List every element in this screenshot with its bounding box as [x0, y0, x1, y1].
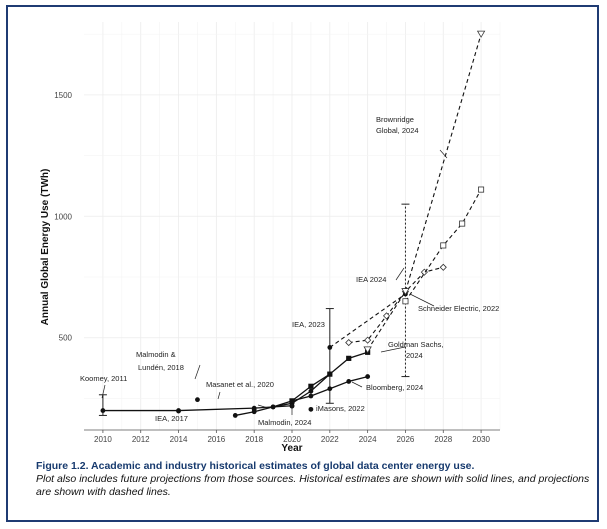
- data-point: [476, 30, 486, 38]
- x-axis-title: Year: [281, 443, 302, 454]
- data-point: [382, 312, 391, 320]
- x-tick-label: 2028: [434, 435, 452, 444]
- x-tick-label: 2018: [245, 435, 263, 444]
- series-schneider-electric-2022-projection-: [402, 186, 485, 305]
- caption-title: Figure 1.2. Academic and industry histor…: [36, 460, 475, 472]
- annotation-label: Schneider Electric, 2022: [418, 304, 499, 313]
- annotation-leader: [351, 381, 363, 388]
- series-brownridge-global-2024: [363, 30, 486, 354]
- annotation-leader: [395, 267, 405, 281]
- series-malmodin-lund-n-2018: [195, 397, 200, 403]
- annotation-leader: [409, 293, 435, 307]
- data-point: [439, 263, 447, 271]
- x-tick-label: 2026: [397, 435, 415, 444]
- data-point: [345, 339, 353, 347]
- data-point: [195, 397, 200, 403]
- x-tick-label: 2030: [472, 435, 490, 444]
- annotation-label: Malmodin, 2024: [258, 418, 311, 427]
- data-point: [365, 374, 371, 379]
- annotation-label: IEA, 2023: [292, 320, 325, 329]
- annotation-label: Koomey, 2011: [80, 374, 127, 383]
- data-point: [364, 336, 372, 344]
- annotation-leader: [380, 346, 406, 353]
- annotation-label: Malmodin &: [136, 350, 176, 359]
- annotation-leader: [439, 149, 448, 159]
- y-axis-title: Annual Global Energy Use (TWh): [40, 169, 51, 326]
- data-point: [327, 345, 333, 350]
- data-point: [327, 386, 333, 392]
- series-iea-2017: [176, 408, 181, 414]
- annotation-label: iMasons, 2022: [316, 404, 365, 413]
- data-point: [327, 371, 333, 377]
- x-tick-label: 2010: [94, 435, 112, 444]
- data-point: [100, 408, 106, 413]
- annotation-leader: [194, 364, 201, 380]
- data-point: [478, 186, 485, 193]
- series-line: [404, 189, 482, 302]
- annotation-label: IEA, 2017: [155, 414, 188, 423]
- data-point: [308, 393, 314, 399]
- y-tick-label: 500: [59, 334, 73, 343]
- grid: [84, 22, 501, 430]
- data-point: [402, 298, 409, 305]
- x-tick-label: 2022: [321, 435, 339, 444]
- annotation-label: Lundén, 2018: [138, 363, 184, 372]
- data-point: [270, 404, 276, 410]
- y-tick-label: 1000: [54, 212, 72, 221]
- figure-caption: Figure 1.2. Academic and industry histor…: [36, 460, 596, 499]
- caption-description: Plot also includes future projections fr…: [36, 473, 590, 498]
- data-point: [232, 413, 238, 418]
- annotation-leader: [217, 391, 221, 400]
- data-point: [308, 383, 314, 389]
- data-point: [346, 379, 352, 384]
- data-point: [459, 220, 466, 227]
- annotation-leader: [257, 404, 269, 409]
- series-line: [329, 293, 406, 348]
- series-line: [235, 375, 368, 417]
- annotation-leader: [101, 384, 106, 399]
- series-bloomberg-2024: [232, 374, 371, 418]
- x-tick-label: 2020: [283, 435, 301, 444]
- x-tick-label: 2014: [170, 435, 188, 444]
- data-point: [346, 355, 352, 361]
- annotation-label: Masanet et al., 2020: [206, 380, 274, 389]
- series-line: [367, 33, 482, 351]
- series-imasons-2022: [308, 406, 314, 412]
- series-iea-2024: [327, 291, 408, 350]
- annotation-label: Goldman Sachs,: [388, 340, 443, 349]
- series-line: [272, 373, 331, 408]
- x-tick-label: 2016: [207, 435, 225, 444]
- annotation-label: 2024: [406, 351, 423, 360]
- data-point: [308, 388, 314, 394]
- annotation-label: IEA 2024: [356, 275, 386, 284]
- data-point: [308, 406, 314, 412]
- y-tick-label: 1500: [54, 91, 72, 100]
- annotations: Koomey, 2011 Malmodin & Lundén, 2018 Masane…: [80, 115, 499, 427]
- annotation-label: Global, 2024: [376, 126, 419, 135]
- annotation-label: Bloomberg, 2024: [366, 383, 423, 392]
- data-point: [401, 288, 410, 296]
- data-point: [289, 398, 295, 404]
- x-tick-label: 2012: [132, 435, 150, 444]
- data-point: [251, 409, 257, 415]
- data-point: [440, 242, 447, 249]
- x-tick-label: 2024: [359, 435, 377, 444]
- axes: 2010 2012 2014 2016 2018 2020 2022 2024 2026 2028…: [54, 91, 500, 444]
- annotation-label: Brownridge: [376, 115, 414, 124]
- data-point: [363, 346, 372, 354]
- data-point: [176, 408, 181, 414]
- series: [100, 30, 486, 418]
